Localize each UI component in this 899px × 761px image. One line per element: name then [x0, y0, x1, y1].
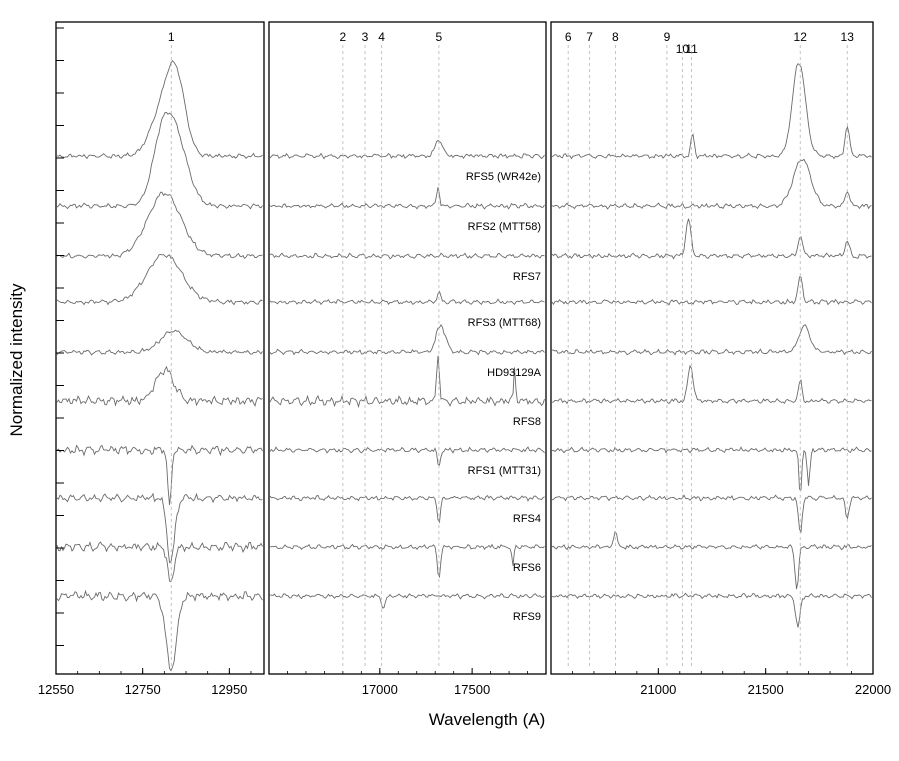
panel-frame-2 [268, 21, 547, 675]
line-label-1: 1 [168, 30, 175, 44]
line-label-2: 2 [340, 30, 347, 44]
series-label-10: RFS9 [513, 611, 541, 623]
spectrum-2-1 [269, 139, 545, 160]
series-label-8: RFS4 [513, 513, 541, 525]
spectrum-2-4 [269, 290, 545, 306]
x-tick-label-22000: 22000 [855, 682, 891, 697]
spectrum-2-10 [269, 593, 545, 609]
line-label-5: 5 [436, 30, 443, 44]
spectrum-1-5 [56, 329, 263, 356]
spectrum-3-8 [551, 494, 872, 534]
spectrum-1-6 [56, 365, 263, 407]
x-tick-label-21000: 21000 [640, 682, 676, 697]
line-label-12: 12 [794, 30, 808, 44]
panel-frames [55, 21, 874, 675]
spectrum-3-1 [551, 63, 872, 160]
x-axis-ticks: 12550 12750 12950 17000 17500 21000 21500 22000 [38, 668, 891, 697]
line-label-13: 13 [841, 30, 855, 44]
series-labels: RFS5 (WR42e) RFS2 (MTT58) RFS7 RFS3 (MTT68)… [466, 171, 542, 623]
line-label-7: 7 [586, 30, 593, 44]
spectrum-3-9 [551, 530, 872, 590]
x-tick-label-12550: 12550 [38, 682, 74, 697]
spectra-curves [56, 59, 872, 672]
x-tick-label-17500: 17500 [454, 682, 490, 697]
panel-frame-3 [550, 21, 874, 675]
spectrum-2-5 [269, 324, 545, 356]
x-tick-label-21500: 21500 [748, 682, 784, 697]
series-label-7: RFS1 (MTT31) [468, 465, 541, 477]
y-axis-ticks [56, 27, 64, 646]
spectrum-3-2 [551, 158, 872, 210]
series-label-1: RFS5 (WR42e) [466, 171, 541, 183]
series-label-2: RFS2 (MTT58) [468, 221, 541, 233]
series-label-9: RFS6 [513, 562, 541, 574]
line-label-11: 11 [685, 42, 698, 56]
spectrum-3-10 [551, 592, 872, 628]
spectrum-2-7 [269, 446, 545, 466]
series-label-3: RFS7 [513, 271, 541, 283]
y-axis-label: Normalized intensity [7, 283, 26, 437]
spectrum-3-3 [551, 218, 872, 260]
spectrum-1-7 [56, 444, 263, 506]
spectrum-1-10 [56, 589, 263, 672]
spectrum-3-7 [551, 446, 872, 491]
x-tick-label-17000: 17000 [362, 682, 398, 697]
x-tick-label-12750: 12750 [125, 682, 161, 697]
line-label-8: 8 [612, 30, 619, 44]
spectrum-1-9 [56, 541, 263, 583]
series-label-6: RFS8 [513, 416, 541, 428]
x-axis-label: Wavelength (A) [429, 710, 546, 729]
spectrum-2-9 [269, 543, 545, 579]
spectrum-2-6 [269, 355, 545, 409]
spectrum-3-6 [551, 364, 872, 405]
series-label-5: HD93129A [487, 367, 541, 379]
panel-frame-1 [55, 21, 265, 675]
line-label-4: 4 [378, 30, 385, 44]
spectrum-1-8 [56, 492, 263, 564]
spectrum-1-4 [56, 253, 263, 306]
line-label-10: 10 [676, 42, 690, 56]
line-label-9: 9 [664, 30, 671, 44]
spectrum-3-4 [551, 276, 872, 306]
spectrum-1-1 [56, 59, 263, 160]
spectrum-2-8 [269, 494, 545, 524]
line-label-6: 6 [565, 30, 572, 44]
x-tick-label-12950: 12950 [211, 682, 247, 697]
spectrum-3-5 [551, 324, 872, 356]
spectrum-2-3 [269, 252, 545, 260]
spectrum-1-3 [56, 191, 263, 259]
spectrum-2-2 [269, 187, 545, 210]
spectrum-1-2 [56, 112, 263, 210]
line-label-3: 3 [362, 30, 369, 44]
series-label-4: RFS3 (MTT68) [468, 317, 541, 329]
